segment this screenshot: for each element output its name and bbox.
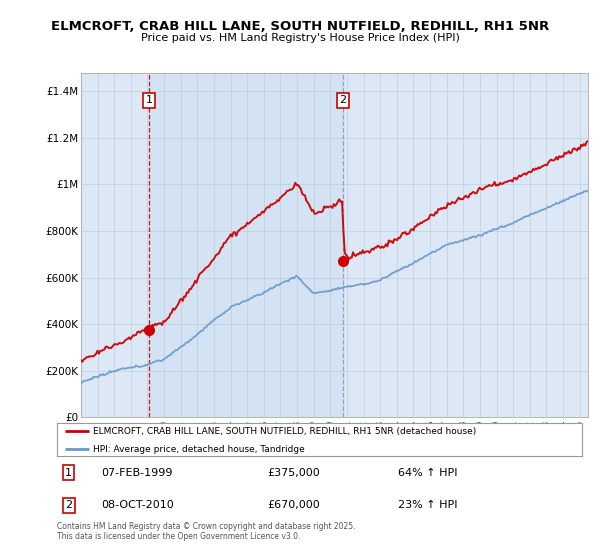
Text: 07-FEB-1999: 07-FEB-1999 (101, 468, 173, 478)
Text: £670,000: £670,000 (267, 500, 320, 510)
Text: 1: 1 (146, 95, 152, 105)
Text: £375,000: £375,000 (267, 468, 320, 478)
Text: 23% ↑ HPI: 23% ↑ HPI (398, 500, 458, 510)
Text: 1: 1 (65, 468, 72, 478)
Text: Price paid vs. HM Land Registry's House Price Index (HPI): Price paid vs. HM Land Registry's House … (140, 32, 460, 43)
Text: 08-OCT-2010: 08-OCT-2010 (101, 500, 175, 510)
Text: 64% ↑ HPI: 64% ↑ HPI (398, 468, 458, 478)
Text: HPI: Average price, detached house, Tandridge: HPI: Average price, detached house, Tand… (93, 445, 304, 454)
Bar (149, 73, 343, 417)
Text: ELMCROFT, CRAB HILL LANE, SOUTH NUTFIELD, REDHILL, RH1 5NR: ELMCROFT, CRAB HILL LANE, SOUTH NUTFIELD… (51, 20, 549, 34)
Text: Contains HM Land Registry data © Crown copyright and database right 2025.
This d: Contains HM Land Registry data © Crown c… (57, 522, 355, 542)
Text: ELMCROFT, CRAB HILL LANE, SOUTH NUTFIELD, REDHILL, RH1 5NR (detached house): ELMCROFT, CRAB HILL LANE, SOUTH NUTFIELD… (93, 427, 476, 436)
Text: 2: 2 (65, 500, 72, 510)
Text: 2: 2 (340, 95, 347, 105)
